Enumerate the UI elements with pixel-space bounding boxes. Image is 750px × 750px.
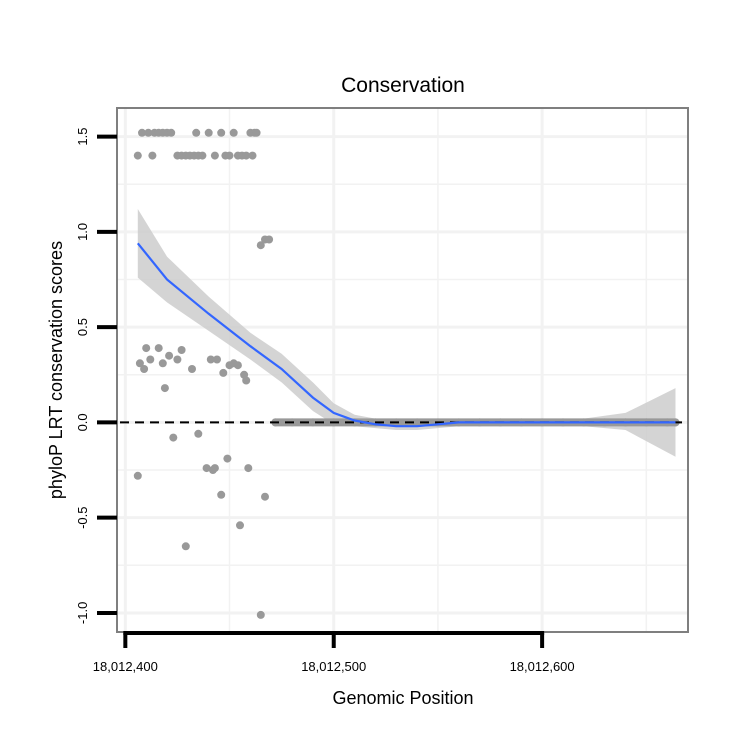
x-axis: 18,012,400 18,012,500 18,012,600 bbox=[93, 631, 575, 674]
data-point bbox=[169, 433, 178, 442]
y-tick-label: 0.5 bbox=[75, 318, 90, 336]
data-point bbox=[135, 359, 144, 368]
data-point bbox=[248, 151, 257, 160]
y-tick-label: -1.0 bbox=[75, 602, 90, 624]
data-point bbox=[223, 454, 232, 463]
plot-panel bbox=[117, 108, 688, 632]
data-point bbox=[154, 344, 163, 353]
data-point bbox=[202, 464, 211, 473]
data-point bbox=[206, 355, 215, 364]
data-point bbox=[256, 241, 265, 250]
data-point bbox=[158, 359, 167, 368]
data-point bbox=[229, 128, 238, 137]
data-point bbox=[167, 128, 176, 137]
data-point bbox=[210, 464, 219, 473]
data-point bbox=[165, 351, 174, 360]
confidence-band bbox=[137, 209, 676, 457]
data-point bbox=[236, 521, 244, 530]
data-point bbox=[144, 128, 153, 137]
data-point bbox=[177, 346, 186, 354]
data-point bbox=[256, 610, 265, 619]
data-point bbox=[244, 464, 253, 473]
data-point bbox=[173, 355, 182, 364]
data-point bbox=[261, 492, 269, 501]
data-point bbox=[146, 355, 155, 364]
y-axis-title: phyloP LRT conservation scores bbox=[46, 241, 66, 499]
y-axis: -1.0 -0.5 0.0 0.5 1.0 1.5 bbox=[75, 128, 117, 624]
x-tick-label: 18,012,400 bbox=[93, 659, 158, 674]
data-point bbox=[181, 542, 190, 551]
y-tick-label: 0.0 bbox=[75, 413, 90, 431]
data-point bbox=[213, 355, 221, 364]
data-point bbox=[242, 151, 251, 160]
x-axis-title: Genomic Position bbox=[332, 688, 473, 708]
data-point bbox=[252, 128, 261, 137]
data-point bbox=[142, 344, 151, 353]
data-point bbox=[160, 384, 169, 393]
data-point bbox=[265, 235, 274, 244]
data-point bbox=[217, 490, 226, 499]
data-point bbox=[148, 151, 157, 160]
data-point bbox=[217, 128, 226, 137]
y-tick-label: 1.5 bbox=[75, 128, 90, 146]
data-point bbox=[192, 128, 201, 137]
x-tick-label: 18,012,500 bbox=[301, 659, 366, 674]
data-point bbox=[225, 151, 234, 160]
y-tick-label: 1.0 bbox=[75, 223, 90, 241]
data-point bbox=[138, 128, 146, 137]
y-tick-label: -0.5 bbox=[75, 506, 90, 528]
data-point bbox=[210, 151, 219, 160]
data-point bbox=[242, 376, 251, 385]
data-point bbox=[204, 128, 213, 137]
data-point bbox=[133, 471, 142, 480]
chart-title: Conservation bbox=[341, 74, 465, 97]
data-point bbox=[133, 151, 142, 160]
data-point bbox=[194, 429, 203, 438]
data-point bbox=[198, 151, 207, 160]
data-point bbox=[140, 365, 149, 373]
data-point bbox=[219, 368, 228, 377]
data-point bbox=[233, 361, 242, 370]
data-point bbox=[188, 365, 196, 373]
x-tick-label: 18,012,600 bbox=[510, 659, 575, 674]
smooth-trend-line bbox=[136, 242, 676, 428]
